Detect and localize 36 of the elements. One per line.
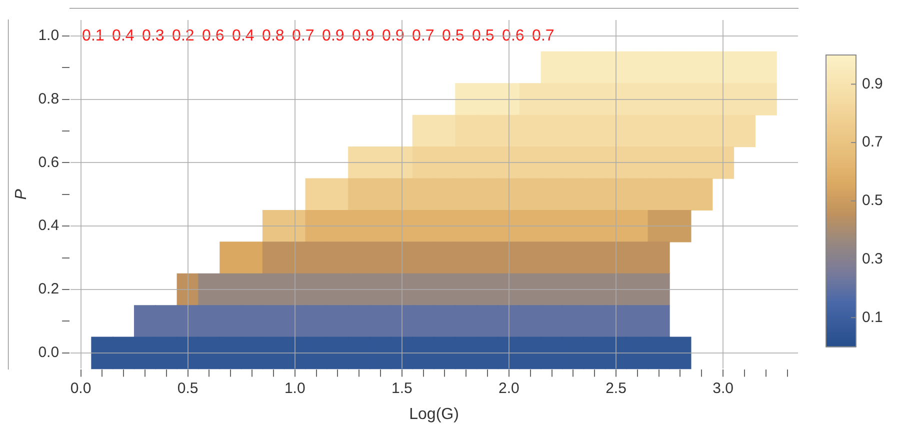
annotation: 0.7 — [292, 27, 314, 44]
annotation: 0.9 — [382, 27, 404, 44]
annotation: 0.9 — [322, 27, 344, 44]
y-tick-label: 1.0 — [38, 26, 60, 44]
annotation: 0.9 — [352, 27, 374, 44]
x-tick-label: 3.0 — [712, 380, 734, 397]
annotation: 0.6 — [202, 27, 224, 44]
annotation: 0.2 — [172, 27, 194, 44]
x-axis-title: Log(G) — [409, 406, 459, 423]
annotation: 0.8 — [262, 27, 284, 44]
annotation: 0.7 — [412, 27, 434, 44]
color-bar-label: 0.1 — [862, 308, 883, 326]
annotation: 0.5 — [442, 27, 464, 44]
y-tick-label: 0.2 — [38, 280, 60, 298]
annotation: 0.1 — [82, 27, 104, 44]
annotation: 0.7 — [532, 27, 554, 44]
x-tick-label: 1.0 — [284, 380, 306, 397]
annotation: 0.4 — [112, 27, 134, 44]
x-tick-label: 0.5 — [177, 380, 198, 397]
annotation: 0.5 — [472, 27, 494, 44]
y-tick-label: 0.0 — [38, 344, 60, 362]
color-bar-label: 0.5 — [862, 192, 883, 210]
y-tick-label: 0.4 — [38, 217, 60, 234]
x-tick-label: 2.5 — [606, 380, 626, 397]
annotation: 0.3 — [142, 27, 164, 44]
y-axis-title: P — [13, 188, 30, 200]
annotation: 0.4 — [232, 27, 254, 44]
color-bar-label: 0.9 — [862, 75, 883, 92]
color-bar-label: 0.7 — [862, 134, 883, 151]
y-tick-label: 0.6 — [38, 154, 60, 171]
annotation: 0.6 — [502, 27, 524, 44]
x-tick-label: 1.5 — [391, 380, 412, 397]
x-tick-label: 0.0 — [70, 380, 92, 397]
y-tick-label: 0.8 — [38, 90, 60, 108]
x-tick-label: 2.0 — [498, 380, 520, 397]
color-bar-label: 0.3 — [862, 250, 883, 268]
